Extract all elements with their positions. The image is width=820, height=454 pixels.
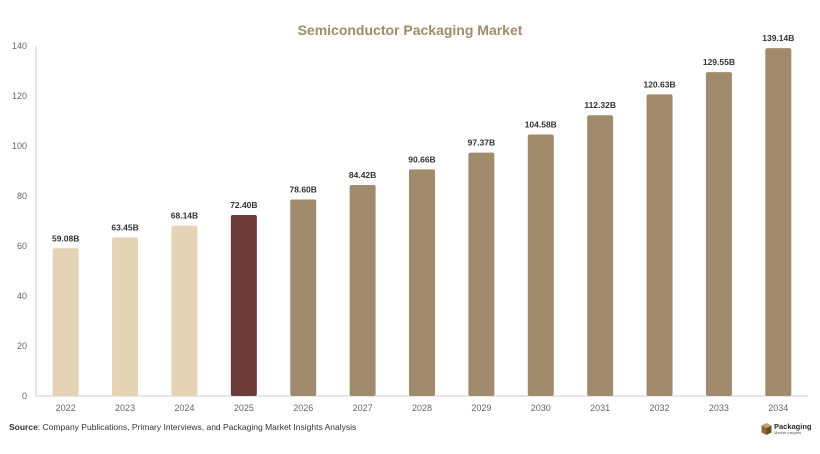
source-text: : Company Publications, Primary Intervie…: [37, 422, 357, 432]
x-axis: 2022 2023 2024 2025 2026 2027 2028 2029 2030 2031…: [36, 395, 808, 413]
data-label-2032: 120.63B: [643, 79, 675, 89]
bar-2023: [112, 237, 139, 396]
source-label: Source: [9, 422, 38, 432]
x-tick-label-2025: 2025: [234, 403, 254, 413]
package-box-icon: [761, 423, 772, 435]
bar-2034: [765, 48, 792, 397]
chart-title: Semiconductor Packaging Market: [298, 22, 523, 38]
x-tick-label-2034: 2034: [768, 403, 788, 413]
bar-2024: [171, 225, 198, 396]
logo-name: Packaging: [774, 421, 812, 431]
data-label-2027: 84.42B: [349, 170, 376, 180]
data-label-2029: 97.37B: [468, 138, 495, 148]
x-tick-label-2024: 2024: [174, 403, 194, 413]
data-label-2023: 63.45B: [111, 222, 138, 232]
data-label-2024: 68.14B: [171, 211, 198, 221]
x-tick-label-2026: 2026: [293, 403, 313, 413]
y-tick-label: 140: [12, 41, 27, 51]
data-label-2034: 139.14B: [762, 33, 794, 43]
x-tick-label-2031: 2031: [590, 403, 610, 413]
x-tick-label-2029: 2029: [471, 403, 491, 413]
data-label-2033: 129.55B: [703, 57, 735, 67]
data-label-2031: 112.32B: [584, 100, 616, 110]
bar-2030: [527, 134, 554, 397]
bar-2027: [349, 184, 376, 396]
bar-2029: [468, 152, 495, 396]
bar-2022: [52, 248, 79, 396]
bar-2032: [646, 94, 673, 397]
x-tick-label-2028: 2028: [412, 403, 432, 413]
data-label-2022: 59.08B: [52, 233, 79, 243]
data-label-2030: 104.58B: [525, 120, 557, 130]
y-tick-label: 40: [17, 291, 27, 301]
logo-tagline: Market Insights: [774, 430, 802, 436]
y-axis: 0 20 40 60 80 100 120 140: [12, 41, 37, 401]
x-tick-label-2033: 2033: [709, 403, 729, 413]
brand-logo: Packaging Market Insights: [761, 422, 812, 436]
bar-chart: Semiconductor Packaging Market 0 20 40 60 80…: [12, 22, 808, 413]
y-tick-label: 60: [17, 241, 27, 251]
data-label-2026: 78.60B: [290, 185, 317, 195]
logo-text: Packaging Market Insights: [774, 423, 812, 436]
y-tick-label: 20: [17, 341, 27, 351]
bars: [52, 48, 792, 397]
y-tick-label: 0: [22, 391, 27, 401]
data-label-2025: 72.40B: [230, 200, 257, 210]
y-tick-label: 80: [17, 191, 27, 201]
bar-2031: [587, 115, 614, 396]
source-note: Source: Company Publications, Primary In…: [9, 422, 356, 432]
bar-2025: [230, 215, 257, 396]
x-tick-label-2032: 2032: [650, 403, 670, 413]
x-tick-label-2027: 2027: [353, 403, 373, 413]
bar-2028: [409, 169, 435, 396]
bar-2033: [705, 72, 732, 396]
x-tick-label-2030: 2030: [531, 403, 551, 413]
x-tick-label-2023: 2023: [115, 403, 135, 413]
y-tick-label: 120: [12, 91, 27, 101]
bar-2026: [290, 199, 317, 396]
data-labels: 59.08B 63.45B 68.14B 72.40B 78.60B 84.42B 90.6…: [52, 33, 794, 243]
y-tick-label: 100: [12, 141, 27, 151]
x-tick-label-2022: 2022: [56, 403, 76, 413]
data-label-2028: 90.66B: [408, 154, 435, 164]
